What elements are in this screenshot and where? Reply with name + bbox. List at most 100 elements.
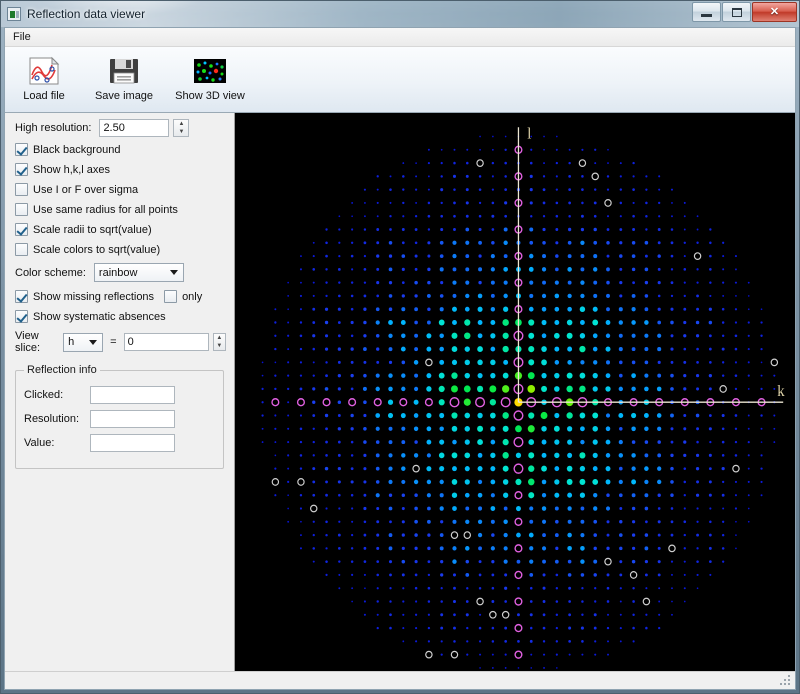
reflection-point[interactable] (709, 281, 712, 284)
reflection-point[interactable] (593, 533, 597, 537)
checkbox-scale-colors[interactable]: Scale colors to sqrt(value) (15, 243, 226, 256)
reflection-point[interactable] (414, 373, 419, 378)
reflection-point[interactable] (516, 532, 521, 538)
reflection-point[interactable] (439, 533, 444, 537)
reflection-point[interactable] (451, 332, 458, 339)
reflection-point[interactable] (338, 573, 341, 576)
reflection-point[interactable] (477, 479, 483, 485)
reflection-point[interactable] (274, 334, 277, 337)
reflection-point[interactable] (439, 426, 444, 432)
reflection-point[interactable] (477, 466, 483, 472)
reflection-point[interactable] (388, 333, 393, 339)
reflection-point[interactable] (325, 507, 328, 510)
reflection-point[interactable] (414, 280, 418, 285)
reflection-point[interactable] (414, 386, 419, 392)
reflection-point[interactable] (363, 453, 367, 457)
reflection-point[interactable] (502, 438, 509, 446)
missing-reflection-marker[interactable] (719, 385, 727, 393)
reflection-point[interactable] (773, 441, 776, 444)
reflection-point[interactable] (464, 492, 470, 498)
reflection-point[interactable] (478, 175, 482, 178)
reflection-point[interactable] (721, 454, 725, 457)
reflection-point[interactable] (325, 334, 329, 338)
reflection-point[interactable] (683, 387, 687, 391)
reflection-point[interactable] (644, 546, 649, 551)
reflection-point[interactable] (773, 427, 776, 430)
reflection-point[interactable] (300, 520, 302, 523)
reflection-point[interactable] (363, 320, 367, 325)
save-image-button[interactable]: Save image (91, 51, 157, 102)
reflection-point[interactable] (453, 214, 456, 218)
reflection-point[interactable] (364, 201, 366, 204)
reflection-point[interactable] (440, 201, 443, 205)
reflection-point[interactable] (670, 268, 674, 271)
reflection-point[interactable] (452, 267, 457, 272)
reflection-point[interactable] (542, 254, 547, 259)
reflection-point[interactable] (337, 467, 341, 471)
reflection-point[interactable] (581, 600, 584, 603)
reflection-point[interactable] (401, 333, 406, 339)
checkbox-show-hkl-axes[interactable]: Show h,k,l axes (15, 163, 226, 176)
reflection-point[interactable] (478, 586, 482, 590)
reflection-point[interactable] (644, 453, 649, 458)
reflection-point[interactable] (605, 506, 611, 511)
reflection-point[interactable] (400, 412, 406, 419)
reflection-point[interactable] (747, 374, 750, 377)
reflection-point[interactable] (440, 587, 443, 590)
reflection-point[interactable] (581, 201, 584, 205)
reflection-point[interactable] (363, 426, 367, 431)
reflection-point[interactable] (453, 228, 456, 231)
reflection-point[interactable] (401, 493, 405, 497)
reflection-point[interactable] (530, 148, 533, 151)
reflection-point[interactable] (631, 559, 636, 564)
reflection-point[interactable] (490, 319, 496, 326)
reflection-point[interactable] (388, 546, 393, 551)
reflection-point[interactable] (696, 307, 700, 311)
reflection-point[interactable] (376, 267, 380, 271)
reflection-point[interactable] (708, 546, 712, 550)
reflection-point[interactable] (671, 613, 673, 616)
reflection-point[interactable] (452, 306, 457, 312)
reflection-point[interactable] (747, 414, 750, 417)
reflection-point[interactable] (607, 653, 609, 656)
reflection-point[interactable] (466, 653, 469, 656)
reflection-point[interactable] (287, 480, 290, 484)
reflection-point[interactable] (529, 280, 534, 285)
reflection-point[interactable] (490, 466, 496, 472)
reflection-point[interactable] (451, 385, 458, 393)
reflection-point[interactable] (593, 613, 597, 617)
reflection-point[interactable] (619, 466, 623, 471)
reflection-point[interactable] (388, 373, 393, 378)
reflection-point[interactable] (287, 308, 289, 311)
reflection-point[interactable] (274, 427, 277, 430)
reflection-point[interactable] (670, 466, 674, 471)
reflection-point[interactable] (579, 465, 586, 472)
reflection-point[interactable] (287, 374, 290, 377)
reflection-point[interactable] (605, 439, 611, 445)
reflection-point[interactable] (413, 360, 419, 365)
checkbox-icon[interactable] (15, 163, 28, 176)
reflection-point[interactable] (427, 613, 430, 616)
reflection-point[interactable] (325, 254, 328, 258)
reflection-point[interactable] (566, 372, 573, 379)
reflection-point[interactable] (657, 546, 661, 550)
reflection-point[interactable] (388, 347, 393, 352)
reflection-point[interactable] (605, 479, 611, 485)
reflection-point[interactable] (529, 201, 533, 205)
reflection-point[interactable] (287, 361, 290, 364)
systematic-absence-marker[interactable] (373, 398, 382, 407)
reflection-point[interactable] (592, 425, 598, 432)
missing-reflection-marker[interactable] (732, 464, 740, 473)
reflection-point[interactable] (261, 414, 264, 417)
reflection-point[interactable] (427, 214, 431, 218)
reflection-point[interactable] (363, 520, 367, 524)
reflection-point[interactable] (502, 345, 509, 353)
reflection-point[interactable] (567, 573, 572, 577)
reflection-point[interactable] (477, 319, 483, 326)
reflection-point[interactable] (299, 440, 303, 444)
reflection-point[interactable] (734, 374, 738, 377)
reflection-point[interactable] (631, 240, 636, 245)
reflection-point[interactable] (465, 506, 470, 511)
reflection-point[interactable] (477, 333, 483, 339)
reflection-point[interactable] (644, 240, 649, 245)
